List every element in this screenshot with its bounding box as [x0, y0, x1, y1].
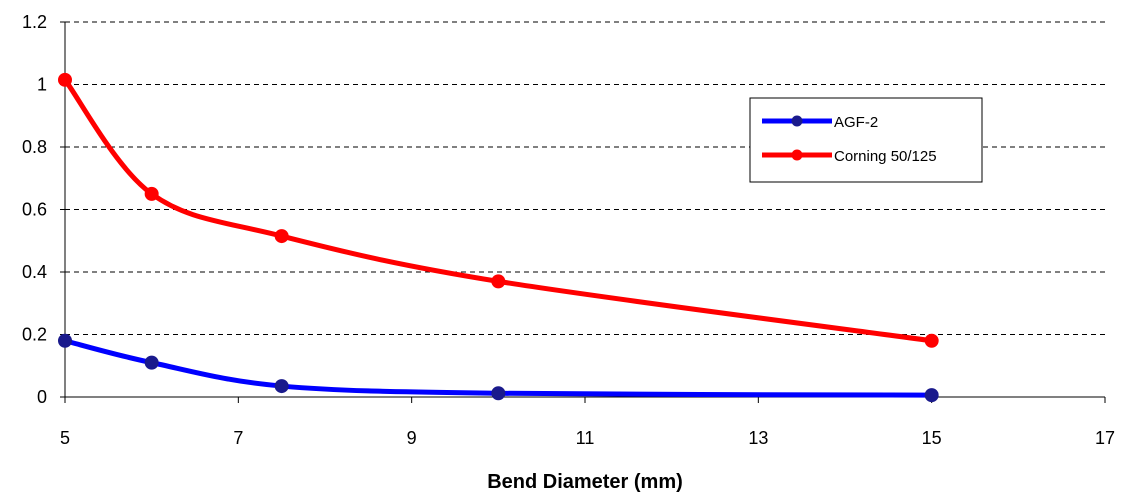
data-point [58, 333, 72, 348]
data-point [274, 229, 289, 244]
y-tick-label: 0 [37, 387, 47, 407]
x-tick-label: 17 [1095, 428, 1115, 448]
data-point [491, 274, 506, 289]
y-tick-label: 1 [37, 75, 47, 95]
series-lines [58, 72, 939, 403]
x-tick-label: 15 [922, 428, 942, 448]
legend-swatch-marker [791, 115, 803, 127]
y-tick-label: 1.2 [22, 12, 47, 32]
x-tick-label: 11 [576, 428, 595, 448]
x-tick-label: 5 [60, 428, 70, 448]
y-tick-label: 0.8 [22, 137, 47, 157]
series-2 [58, 72, 939, 348]
x-tick-labels: 5 7 9 11 13 15 17 [60, 428, 1115, 448]
data-point [491, 386, 506, 401]
data-point [58, 72, 72, 87]
series-1 [58, 333, 939, 403]
y-tick-labels: 0 0.2 0.4 0.6 0.8 1 1.2 [22, 12, 47, 407]
x-tick-label: 13 [748, 428, 768, 448]
y-tick-label: 0.6 [22, 200, 47, 220]
legend: AGF-2 Corning 50/125 [749, 97, 983, 183]
data-point [144, 355, 159, 370]
legend-swatch-marker [791, 149, 803, 161]
data-point [274, 379, 289, 394]
y-tick-label: 0.4 [22, 262, 47, 282]
data-point [924, 333, 939, 348]
data-point [924, 388, 939, 403]
legend-box [749, 97, 983, 183]
x-tick-label: 7 [233, 428, 243, 448]
y-tick-label: 0.2 [22, 325, 47, 345]
series-line [63, 78, 933, 344]
x-tick-label: 9 [407, 428, 417, 448]
x-axis-title: Bend Diameter (mm) [487, 471, 683, 493]
legend-label: Corning 50/125 [834, 148, 937, 165]
data-point [144, 186, 159, 201]
legend-label: AGF-2 [834, 114, 878, 131]
